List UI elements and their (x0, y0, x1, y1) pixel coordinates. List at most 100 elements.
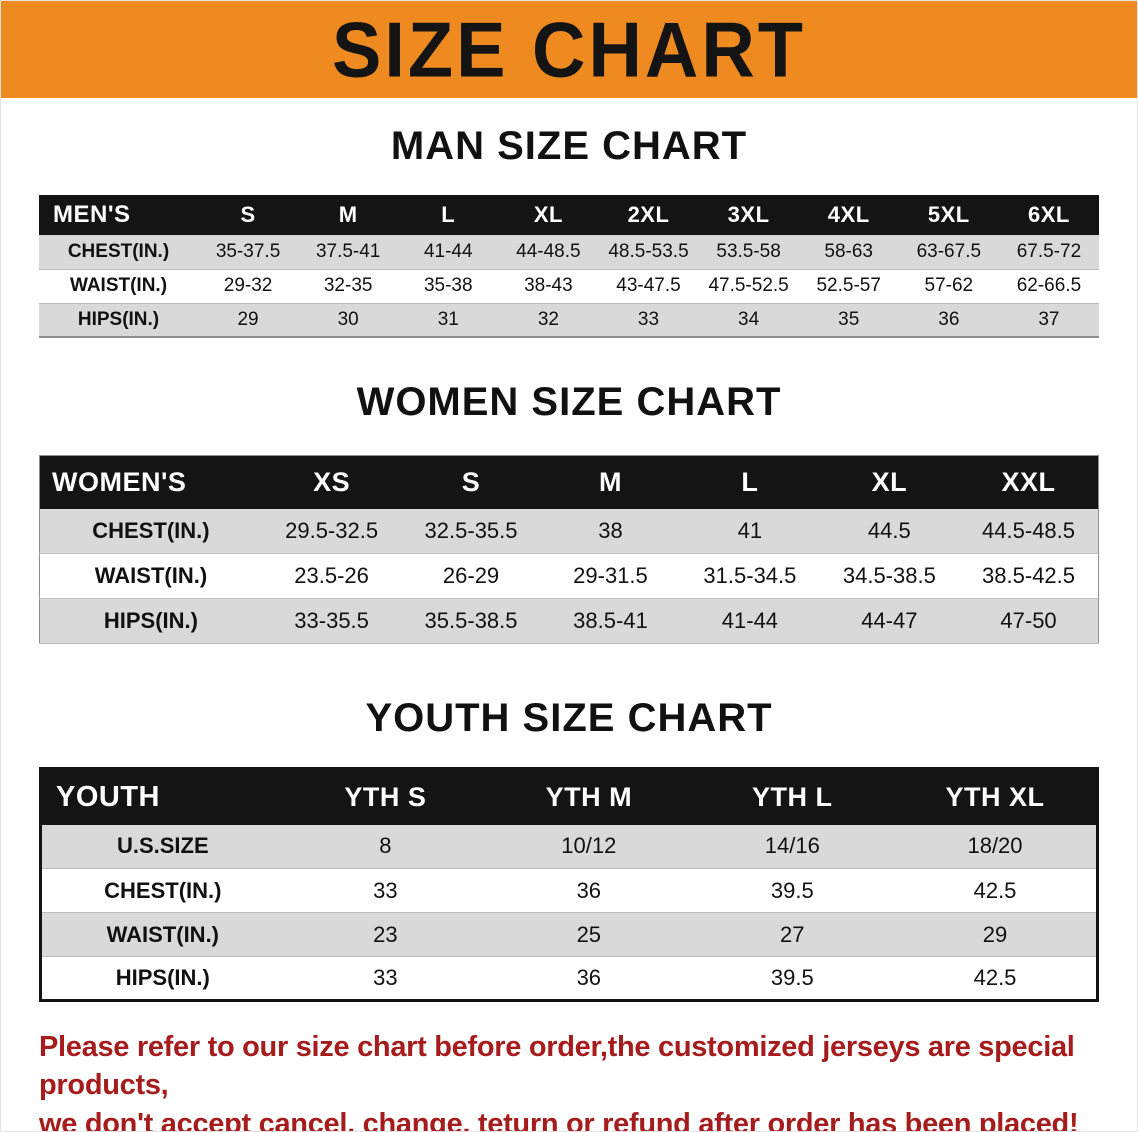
size-column-header: 3XL (698, 195, 799, 235)
size-cell: 30 (337, 308, 359, 330)
size-cell: 62-66.5 (1016, 275, 1082, 296)
size-cell: 39.5 (770, 877, 814, 903)
size-column-header: 4XL (798, 195, 899, 235)
youth-size-section: YOUTH SIZE CHART YOUTH YTH S YTH M YTH L YTH… (1, 696, 1137, 1002)
row-label: HIPS(IN.) (103, 608, 198, 633)
size-cell: 36 (576, 965, 602, 990)
table-row: WAIST(IN.) 23.5-26 26-29 29-31.5 31.5-34.5 34… (39, 553, 1099, 599)
size-cell: 58-63 (824, 240, 874, 262)
row-label: CHEST(IN.) (67, 240, 170, 262)
size-cell: 52.5-57 (816, 275, 881, 296)
size-cell: 44.5 (867, 517, 911, 543)
table-category-header: YOUTH (40, 768, 284, 825)
size-cell: 35 (838, 308, 860, 330)
size-cell: 38-43 (524, 275, 573, 296)
table-row: HIPS(IN.) 33-35.5 35.5-38.5 38.5-41 41-44 44-… (39, 598, 1099, 644)
youth-size-table: YOUTH YTH S YTH M YTH L YTH XL U.S.SIZE 8 10/12… (39, 767, 1099, 1002)
size-cell: 35-37.5 (215, 240, 281, 262)
row-label: HIPS(IN.) (77, 308, 160, 330)
size-cell: 53.5-58 (716, 240, 781, 262)
size-cell: 35.5-38.5 (424, 608, 518, 633)
size-cell: 31.5-34.5 (703, 563, 797, 588)
size-cell: 41-44 (721, 608, 779, 633)
size-cell: 42.5 (973, 965, 1017, 990)
women-size-table: WOMEN'S XS S M L XL XXL CHEST(IN.) 29.5-32.5 32.5… (39, 455, 1099, 644)
size-cell: 38.5-41 (573, 608, 648, 633)
banner: SIZE CHART (1, 1, 1137, 98)
size-cell: 8 (379, 833, 392, 859)
size-cell: 33-35.5 (294, 608, 369, 633)
size-column-header: YTH L (690, 768, 895, 825)
size-cell: 39.5 (770, 965, 814, 990)
man-size-table: MEN'S S M L XL 2XL 3XL 4XL 5XL 6XL CHEST(IN.) 35-37… (39, 195, 1099, 338)
row-label: CHEST(IN.) (92, 517, 210, 543)
size-cell: 38.5-42.5 (982, 563, 1076, 588)
size-cell: 32-35 (323, 275, 373, 296)
size-column-header: XS (261, 455, 402, 509)
size-column-header: L (680, 455, 820, 509)
size-cell: 57-62 (924, 275, 974, 296)
size-table-grid: WOMEN'S XS S M L XL XXL CHEST(IN.) 29.5-32.5 32.5… (39, 455, 1099, 644)
size-cell: 33 (373, 877, 398, 903)
size-cell: 44-47 (861, 608, 918, 633)
size-cell: 37 (1038, 308, 1060, 330)
size-cell: 47-50 (1000, 608, 1057, 633)
women-size-section: WOMEN SIZE CHART WOMEN'S XS S M L XL XXL CHEST(… (1, 380, 1137, 644)
size-column-header: S (198, 195, 299, 235)
row-label: WAIST(IN.) (94, 563, 208, 588)
women-chart-title: WOMEN SIZE CHART (356, 380, 782, 424)
size-cell: 29-32 (223, 275, 273, 296)
size-cell: 42.5 (973, 877, 1017, 903)
size-cell: 29.5-32.5 (285, 517, 379, 543)
row-label: HIPS(IN.) (115, 965, 210, 990)
disclaimer-line-2: we don't accept cancel, change, teturn o… (39, 1107, 1079, 1132)
size-column-header: M (540, 455, 681, 509)
size-column-header: XL (498, 195, 599, 235)
row-label: WAIST(IN.) (69, 275, 168, 296)
size-cell: 32 (537, 308, 559, 330)
size-cell: 37.5-41 (315, 240, 381, 262)
size-cell: 29 (237, 308, 259, 330)
size-cell: 36 (938, 308, 960, 330)
size-cell: 41-44 (423, 240, 473, 262)
size-column-header: XL (819, 455, 960, 509)
table-row: CHEST(IN.) 29.5-32.5 32.5-35.5 38 41 44.5 44.5… (39, 508, 1099, 554)
size-cell: 47.5-52.5 (708, 275, 789, 296)
size-column-header: YTH M (487, 768, 691, 825)
disclaimer-line-1: Please refer to our size chart before or… (39, 1031, 1075, 1102)
table-row: WAIST(IN.) 29-32 32-35 35-38 38-43 43-47.5 47.… (39, 269, 1099, 303)
table-category-header: WOMEN'S (39, 455, 262, 509)
size-column-header: M (298, 195, 399, 235)
table-category-header: MEN'S (39, 195, 198, 235)
man-size-section: MAN SIZE CHART MEN'S S M L XL 2XL 3XL 4XL 5XL 6XL… (1, 124, 1137, 338)
size-cell: 33 (373, 965, 398, 990)
size-cell: 26-29 (442, 563, 500, 588)
size-cell: 44-48.5 (516, 240, 581, 262)
size-table-grid: YOUTH YTH S YTH M YTH L YTH XL U.S.SIZE 8 10/12… (39, 767, 1099, 1002)
size-cell: 34.5-38.5 (842, 563, 936, 588)
size-cell: 35-38 (423, 275, 473, 296)
man-chart-title: MAN SIZE CHART (390, 124, 748, 168)
size-cell: 41 (737, 517, 763, 543)
size-cell: 43-47.5 (616, 275, 681, 296)
size-cell: 44.5-48.5 (982, 517, 1076, 543)
size-cell: 31 (437, 308, 459, 330)
row-label: U.S.SIZE (116, 833, 209, 859)
size-cell: 63-67.5 (916, 240, 982, 262)
size-cell: 36 (576, 877, 602, 903)
table-header-row: YOUTH YTH S YTH M YTH L YTH XL (40, 768, 1098, 825)
size-column-header: 6XL (998, 195, 1099, 235)
size-column-header: YTH S (283, 768, 488, 825)
page-title: SIZE CHART (332, 5, 806, 93)
table-row: U.S.SIZE 8 10/12 14/16 18/20 (40, 824, 1098, 869)
youth-chart-title: YOUTH SIZE CHART (365, 696, 773, 740)
size-column-header: L (398, 195, 499, 235)
table-header-row: MEN'S S M L XL 2XL 3XL 4XL 5XL 6XL (39, 195, 1099, 235)
size-cell: 38 (598, 517, 623, 543)
table-row: HIPS(IN.) 29 30 31 32 33 34 35 36 37 (39, 303, 1099, 337)
size-cell: 23 (373, 921, 398, 947)
size-cell: 29 (982, 921, 1008, 947)
table-row: CHEST(IN.) 35-37.5 37.5-41 41-44 44-48.5 48.5… (39, 235, 1099, 269)
size-table-grid: MEN'S S M L XL 2XL 3XL 4XL 5XL 6XL CHEST(IN.) 35-37… (39, 195, 1099, 338)
table-row: HIPS(IN.) 33 36 39.5 42.5 (40, 956, 1098, 1001)
